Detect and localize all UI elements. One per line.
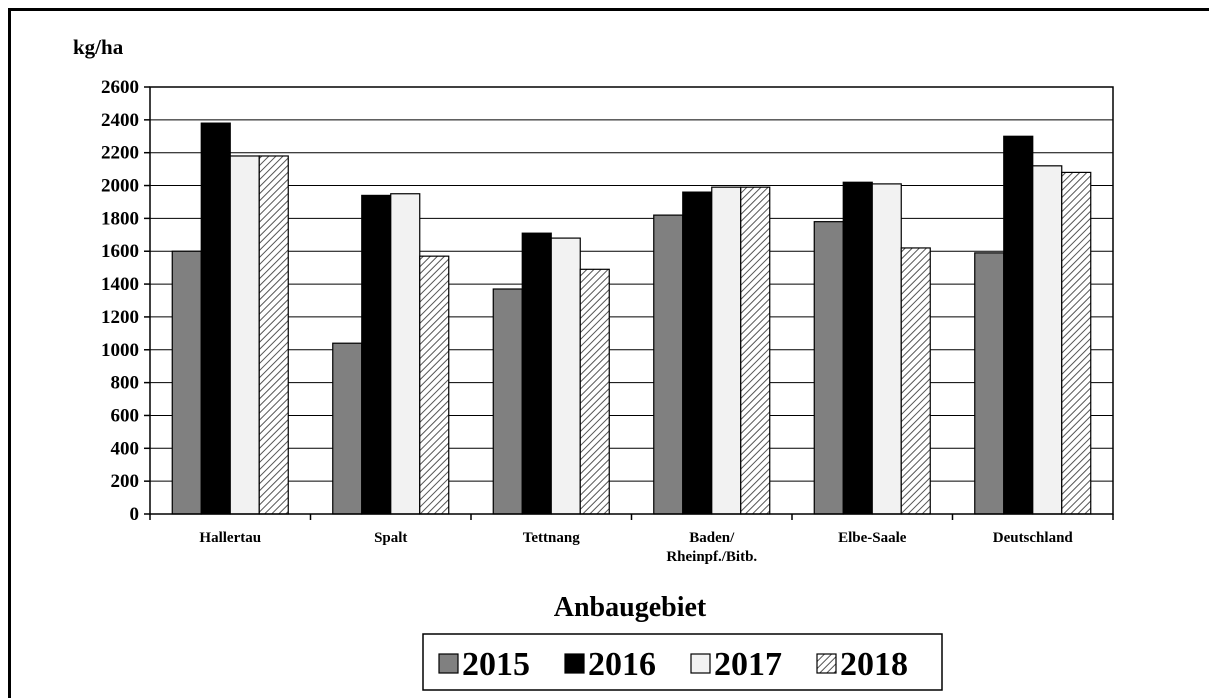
axes (144, 86, 1114, 520)
legend: 2015 2016 2017 2018 (422, 633, 943, 691)
bar-2018-1 (419, 255, 450, 515)
x-category-label: Tettnang (523, 530, 580, 546)
y-tick-labels: 0 200 400 600 800 1000 1200 1400 1600 1800 2000 220… (101, 77, 139, 525)
bar-2017-1 (390, 193, 421, 515)
y-tick-label: 400 (111, 438, 140, 459)
y-tick-label: 2200 (101, 143, 139, 164)
bar-2015-3 (653, 214, 684, 515)
x-category-labels: Hallertau Spalt Tettnang Baden/Rheinpf./Bit… (199, 530, 1073, 565)
bar-2015-1 (332, 342, 363, 515)
y-tick-label: 0 (130, 504, 140, 525)
bar-2016-5 (1003, 135, 1034, 515)
bar-2016-4 (842, 181, 873, 515)
y-tick-label: 1600 (101, 241, 139, 262)
bar-2016-2 (521, 232, 552, 515)
y-tick-label: 1800 (101, 208, 139, 229)
bar-2018-3 (740, 186, 771, 515)
bars (171, 122, 1092, 515)
y-tick-label: 600 (111, 405, 140, 426)
bar-2018-2 (579, 268, 610, 515)
bar-2017-0 (229, 155, 260, 515)
bar-2015-5 (974, 252, 1005, 515)
x-category-label: Spalt (374, 530, 407, 546)
y-tick-label: 1200 (101, 307, 139, 328)
bar-2016-0 (200, 122, 231, 515)
y-tick-label: 800 (111, 373, 140, 394)
legend-label-2015: 2015 (462, 646, 530, 683)
y-tick-label: 200 (111, 471, 140, 492)
bar-2018-4 (900, 247, 931, 515)
bar-2015-2 (492, 288, 523, 515)
bar-2018-0 (258, 155, 289, 515)
gridlines (150, 119, 1113, 482)
bar-2015-0 (171, 250, 202, 515)
bar-2016-3 (682, 191, 713, 515)
legend-swatch-2015 (438, 653, 459, 674)
legend-box (422, 633, 943, 691)
bar-2016-1 (361, 194, 392, 515)
legend-swatch-2016 (564, 653, 585, 674)
bar-2017-3 (711, 186, 742, 515)
bar-2017-4 (871, 183, 902, 515)
bar-2017-2 (550, 237, 581, 515)
y-axis-label: kg/ha (73, 35, 124, 59)
x-category-label: Baden/Rheinpf./Bitb. (666, 530, 757, 565)
legend-swatch-2018 (816, 653, 837, 674)
x-category-label: Hallertau (199, 530, 261, 546)
y-tick-label: 2400 (101, 110, 139, 131)
x-category-label: Deutschland (993, 530, 1074, 546)
legend-label-2018: 2018 (840, 646, 908, 683)
legend-label-2016: 2016 (588, 646, 656, 683)
y-tick-label: 2600 (101, 77, 139, 98)
x-axis-title: Anbaugebiet (554, 592, 707, 623)
plot-area (149, 86, 1114, 515)
x-category-label: Elbe-Saale (838, 530, 907, 546)
legend-swatch-2017 (690, 653, 711, 674)
y-tick-label: 1400 (101, 274, 139, 295)
bar-2018-5 (1061, 171, 1092, 515)
bar-2017-5 (1032, 165, 1063, 515)
y-tick-label: 1000 (101, 340, 139, 361)
bar-2015-4 (813, 221, 844, 515)
y-tick-label: 2000 (101, 176, 139, 197)
legend-label-2017: 2017 (714, 646, 782, 683)
